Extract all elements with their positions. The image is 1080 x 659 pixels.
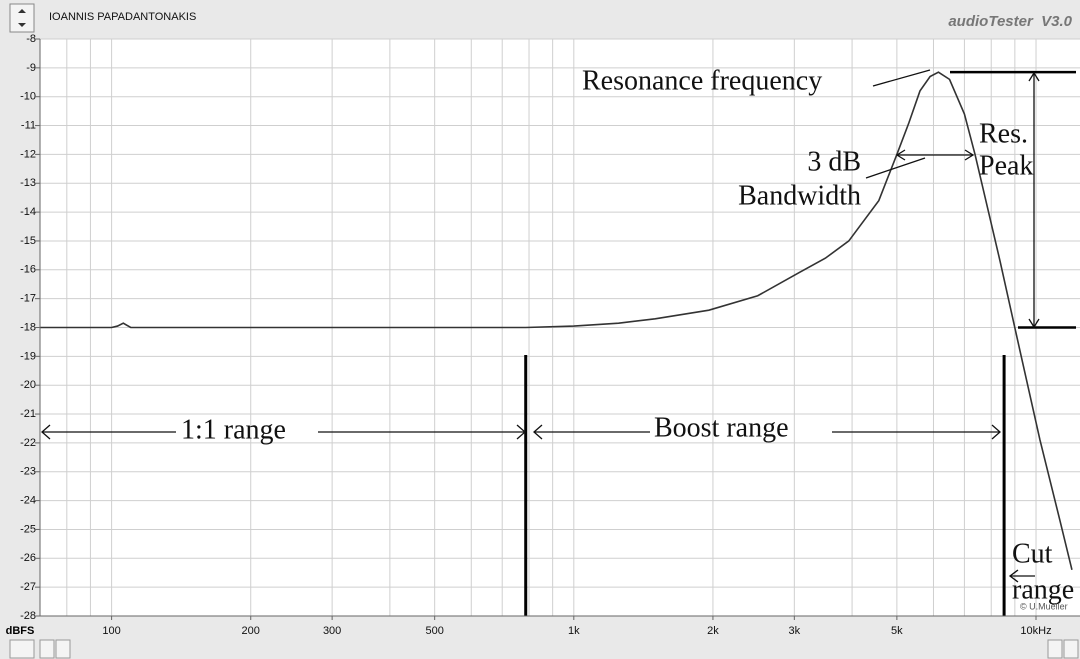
annotation: Bandwidth (738, 180, 861, 211)
y-tick-label: -19 (20, 350, 36, 362)
y-tick-label: -17 (20, 293, 36, 305)
x-tick-label: 1k (568, 625, 580, 637)
scroll-left[interactable] (39, 639, 55, 659)
app-title: audioTester V3.0 (948, 13, 1072, 30)
scroll-left[interactable] (1047, 639, 1063, 659)
copyright: © U.Mueller (1020, 601, 1068, 611)
y-tick-label: -16 (20, 264, 36, 276)
spin-button[interactable] (9, 3, 35, 33)
y-tick-label: -20 (20, 379, 36, 391)
annotation: Res. (979, 118, 1028, 149)
y-tick-label: -23 (20, 466, 36, 478)
y-tick-label: -9 (26, 62, 36, 74)
y-tick-label: -14 (20, 206, 36, 218)
annotation: 1:1 range (181, 414, 286, 445)
x-tick-label: 500 (425, 625, 443, 637)
y-axis-label: dBFS (6, 625, 35, 637)
spin-button[interactable] (9, 639, 35, 659)
y-tick-label: -15 (20, 235, 36, 247)
x-tick-label: 300 (323, 625, 341, 637)
marks (40, 70, 1076, 616)
y-tick-label: -13 (20, 177, 36, 189)
annotation: Peak (979, 150, 1033, 181)
x-tick-label: 3k (789, 625, 801, 637)
annotation: range (1012, 574, 1074, 605)
scroll-right[interactable] (1063, 639, 1079, 659)
annotation: Cut (1012, 538, 1053, 569)
spin-arrows (18, 9, 26, 27)
x-tick-label: 5k (891, 625, 903, 637)
y-tick-label: -22 (20, 437, 36, 449)
y-tick-label: -21 (20, 408, 36, 420)
line-series (40, 71, 1073, 571)
annotation-arrows (41, 69, 1040, 583)
annotation: Resonance frequency (582, 65, 822, 96)
x-tick-label: 100 (102, 625, 120, 637)
y-tick-label: -26 (20, 552, 36, 564)
y-tick-label: -18 (20, 321, 36, 333)
y-tick-label: -8 (26, 33, 36, 45)
y-tick-label: -10 (20, 91, 36, 103)
y-tick-label: -11 (21, 119, 36, 131)
x-tick-label: 2k (707, 625, 719, 637)
annotation: 3 dB (807, 146, 861, 177)
y-tick-label: -12 (20, 148, 36, 160)
annotation: Boost range (654, 412, 789, 443)
y-tick-label: -27 (20, 581, 36, 593)
x-tick-label: 10kHz (1020, 625, 1051, 637)
x-tick-label: 200 (242, 625, 260, 637)
y-tick-label: -25 (20, 523, 36, 535)
user-name: IOANNIS PAPADANTONAKIS (49, 11, 196, 23)
scroll-right[interactable] (55, 639, 71, 659)
grid (40, 38, 1080, 617)
y-tick-label: -28 (20, 610, 36, 622)
y-tick-label: -24 (20, 495, 36, 507)
